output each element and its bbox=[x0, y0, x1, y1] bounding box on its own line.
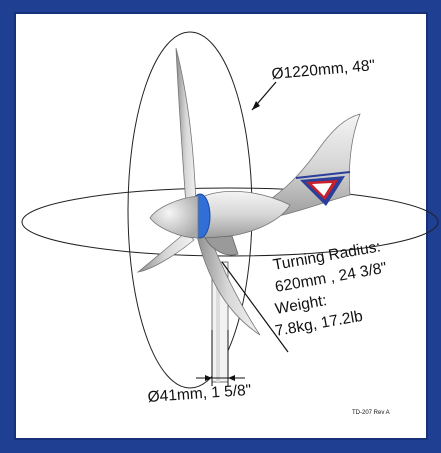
turning-radius-circle bbox=[21, 187, 439, 257]
yaw-housing bbox=[204, 235, 239, 256]
tail-fin bbox=[261, 113, 361, 219]
mast-dimension bbox=[196, 330, 245, 386]
blade-lower-right bbox=[195, 227, 261, 336]
mast-diameter-label: Ø41mm, 1 5/8" bbox=[147, 382, 252, 406]
rotor-diameter-label: Ø1220mm, 48" bbox=[271, 57, 376, 83]
drawing-reference: TD-207 Rev A bbox=[352, 410, 390, 416]
tail-fin-logo bbox=[295, 171, 351, 206]
nacelle-body bbox=[195, 191, 291, 239]
blade-lower-left bbox=[136, 231, 195, 273]
weight-leader bbox=[221, 261, 289, 353]
nose-cone bbox=[149, 195, 199, 239]
blade-upper bbox=[175, 47, 197, 206]
